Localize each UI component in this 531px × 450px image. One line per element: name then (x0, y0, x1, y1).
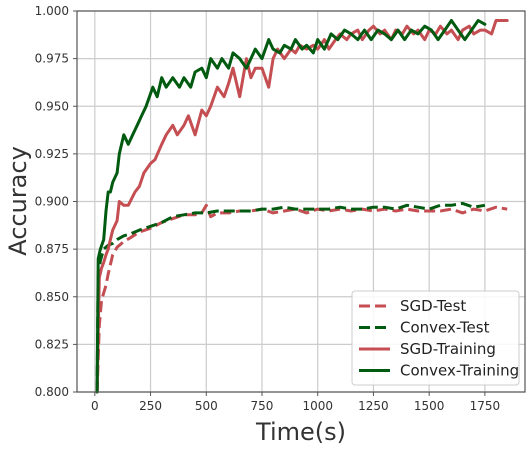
x-axis-label: Time(s) (255, 418, 346, 446)
y-tick-label: 0.850 (35, 290, 69, 304)
x-tick-label: 1250 (358, 399, 389, 413)
y-tick-label: 1.000 (35, 4, 69, 18)
y-tick-label: 0.925 (35, 147, 69, 161)
x-tick-label: 500 (195, 399, 218, 413)
y-axis-label: Accuracy (4, 146, 32, 256)
legend-box (351, 290, 520, 386)
series-line-convex-test (95, 201, 486, 393)
y-tick-label: 0.900 (35, 195, 69, 209)
y-tick-label: 0.800 (35, 385, 69, 399)
series-line-convex-training (95, 19, 487, 394)
x-tick-label: 250 (139, 399, 162, 413)
y-tick-label: 0.975 (35, 52, 69, 66)
legend-label: Convex-Test (400, 319, 490, 337)
x-tick-label: 1750 (470, 399, 501, 413)
x-tick-label: 1500 (414, 399, 445, 413)
legend-label: SGD-Test (400, 297, 466, 315)
legend-label: Convex-Training (400, 362, 519, 380)
legend: SGD-Test Convex-Test SGD-Training Convex-Tr… (351, 290, 520, 386)
y-tick-label: 0.875 (35, 242, 69, 256)
x-tick-label: 0 (91, 399, 99, 413)
x-tick-label: 1000 (302, 399, 333, 413)
x-tick-label: 750 (251, 399, 274, 413)
legend-label: SGD-Training (400, 340, 496, 358)
tick-layer: 0 250 500 750 1000 1250 1500 1750 0.800 0.825 0.85… (35, 4, 501, 413)
y-tick-label: 0.825 (35, 337, 69, 351)
y-tick-label: 0.950 (35, 99, 69, 113)
series-layer (95, 19, 509, 394)
